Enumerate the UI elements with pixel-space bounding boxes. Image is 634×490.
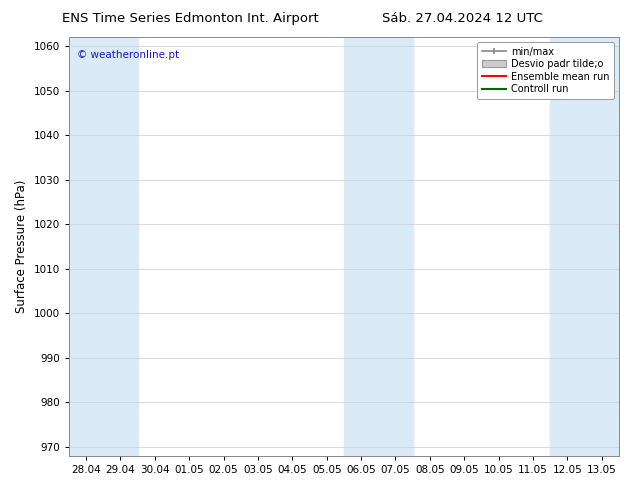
- Bar: [378, 37, 413, 456]
- Bar: [585, 37, 619, 456]
- Bar: [344, 37, 378, 456]
- Text: ENS Time Series Edmonton Int. Airport: ENS Time Series Edmonton Int. Airport: [62, 12, 318, 25]
- Bar: [103, 37, 138, 456]
- Text: © weatheronline.pt: © weatheronline.pt: [77, 49, 179, 60]
- Bar: [550, 37, 585, 456]
- Y-axis label: Surface Pressure (hPa): Surface Pressure (hPa): [15, 180, 28, 313]
- Bar: [69, 37, 103, 456]
- Text: Sáb. 27.04.2024 12 UTC: Sáb. 27.04.2024 12 UTC: [382, 12, 543, 25]
- Legend: min/max, Desvio padr tilde;o, Ensemble mean run, Controll run: min/max, Desvio padr tilde;o, Ensemble m…: [477, 42, 614, 99]
